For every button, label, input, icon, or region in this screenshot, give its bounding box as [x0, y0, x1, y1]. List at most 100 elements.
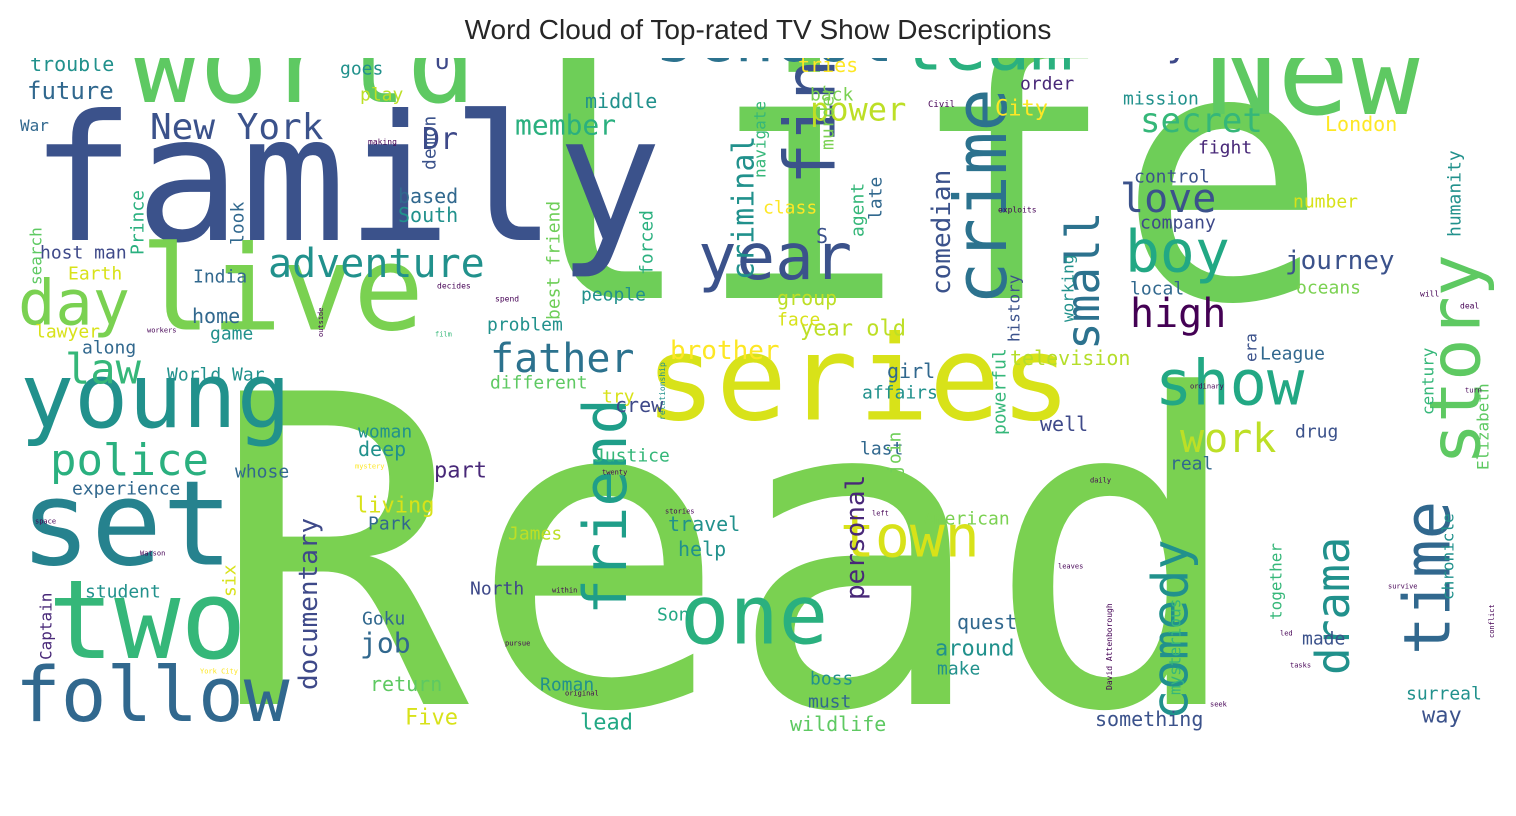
- word-family: family: [30, 79, 662, 282]
- word-company: company: [1140, 212, 1216, 233]
- word-search: search: [27, 227, 46, 285]
- word-ordinary: ordinary: [1190, 383, 1224, 391]
- word-stories: stories: [665, 508, 695, 516]
- word-late: late: [865, 177, 886, 220]
- word-year: year: [698, 221, 852, 295]
- word-affairs: affairs: [862, 382, 938, 403]
- word-dr: Dr: [422, 122, 458, 157]
- word-along: along: [82, 337, 136, 358]
- word-story: story: [1415, 254, 1497, 465]
- word-help: help: [678, 537, 726, 561]
- word-problem: problem: [487, 314, 563, 335]
- word-wildlife: wildlife: [790, 712, 886, 736]
- word-way: way: [1422, 704, 1462, 729]
- word-survive: survive: [1388, 583, 1418, 591]
- word-made: made: [1302, 628, 1345, 649]
- word-read: Read: [210, 306, 1246, 800]
- word-order: order: [1020, 73, 1074, 94]
- word-mystery: mystery: [355, 463, 385, 471]
- word-within: within: [552, 587, 577, 595]
- word-student: student: [85, 581, 161, 602]
- word-young: young: [20, 344, 291, 449]
- word-drug: drug: [1295, 421, 1338, 442]
- word-era: era: [1242, 333, 1261, 362]
- word-humanity: humanity: [1444, 150, 1465, 237]
- word-class: class: [763, 197, 817, 218]
- word-crime: crime: [939, 88, 1023, 305]
- word-david-attenborough: David Attenborough: [1105, 603, 1114, 690]
- word-friend: friend: [571, 398, 641, 615]
- word-comedian: comedian: [927, 170, 957, 295]
- word-series: series: [645, 309, 1071, 447]
- word-roman: Roman: [540, 674, 594, 695]
- word-world-war: World War: [167, 364, 265, 385]
- word-oceans: oceans: [1296, 277, 1361, 298]
- word-decides: decides: [437, 281, 471, 290]
- word-future: future: [27, 77, 114, 105]
- word-comedy: comedy: [1142, 539, 1200, 720]
- word-relationship: relationship: [658, 362, 667, 420]
- word-film: film: [435, 331, 452, 339]
- word-live: live: [140, 219, 424, 357]
- word-crew: crew: [615, 393, 664, 417]
- word-original: original: [565, 690, 599, 698]
- word-early: early: [1075, 58, 1189, 64]
- word-number: number: [1293, 191, 1358, 212]
- word-small: small: [1056, 212, 1110, 350]
- word-working: working: [1059, 255, 1078, 322]
- word-london: London: [1325, 112, 1397, 136]
- word-will: will: [1420, 289, 1439, 298]
- word-tasks: tasks: [1290, 662, 1311, 670]
- word-five: Five: [405, 706, 458, 731]
- word-daily: daily: [1090, 477, 1111, 485]
- word-together: together: [1267, 543, 1286, 620]
- word-u: U: [435, 58, 449, 75]
- word-son: Son: [657, 604, 690, 625]
- word-exploits: exploits: [998, 205, 1037, 214]
- word-demon: demon: [419, 116, 440, 170]
- word-life: life: [485, 58, 1328, 381]
- word-captain: Captain: [37, 593, 56, 660]
- word-drama: drama: [1306, 537, 1360, 675]
- word-personal: personal: [841, 475, 871, 600]
- word-six: six: [219, 564, 240, 597]
- word-boy: boy: [1125, 217, 1230, 285]
- word-quest: quest: [957, 610, 1017, 634]
- word-deep: deep: [358, 437, 406, 461]
- word-conflict: conflict: [1488, 604, 1496, 638]
- word-set: set: [20, 454, 233, 592]
- word-north: North: [470, 578, 524, 599]
- word-control: control: [1134, 166, 1210, 187]
- word-making: making: [368, 137, 397, 146]
- word-local: local: [1130, 278, 1184, 299]
- word-police: police: [50, 435, 209, 486]
- word-navigate: navigate: [751, 101, 770, 178]
- word-deal: deal: [1460, 301, 1479, 310]
- word-mission: mission: [1123, 88, 1199, 109]
- word-well: well: [1040, 412, 1088, 436]
- word-power: power: [810, 91, 906, 129]
- word-law: law: [65, 345, 142, 394]
- word-south: South: [398, 203, 458, 227]
- word-leaves: leaves: [1058, 563, 1083, 571]
- word-james: James: [508, 523, 562, 544]
- word-around: around: [935, 637, 1014, 662]
- word-cloud: Read life family world New series live set two yo…: [18, 58, 1500, 800]
- word-led: led: [1280, 630, 1293, 638]
- word-something: something: [1095, 707, 1203, 731]
- word-murder: murder: [817, 85, 838, 150]
- word-war: War: [20, 116, 49, 135]
- word-return: return: [370, 672, 442, 696]
- word-look: look: [227, 201, 248, 245]
- word-civil: Civil: [928, 100, 955, 110]
- word-goes: goes: [340, 58, 383, 79]
- word-mysterious: mysterious: [1166, 599, 1185, 695]
- word-job: job: [360, 626, 411, 659]
- word-home: home: [192, 304, 240, 328]
- word-pursue: pursue: [505, 640, 530, 648]
- word-boss: boss: [810, 668, 853, 689]
- word-member: member: [515, 108, 616, 141]
- word-television: television: [1010, 346, 1130, 370]
- word-middle: middle: [585, 89, 657, 113]
